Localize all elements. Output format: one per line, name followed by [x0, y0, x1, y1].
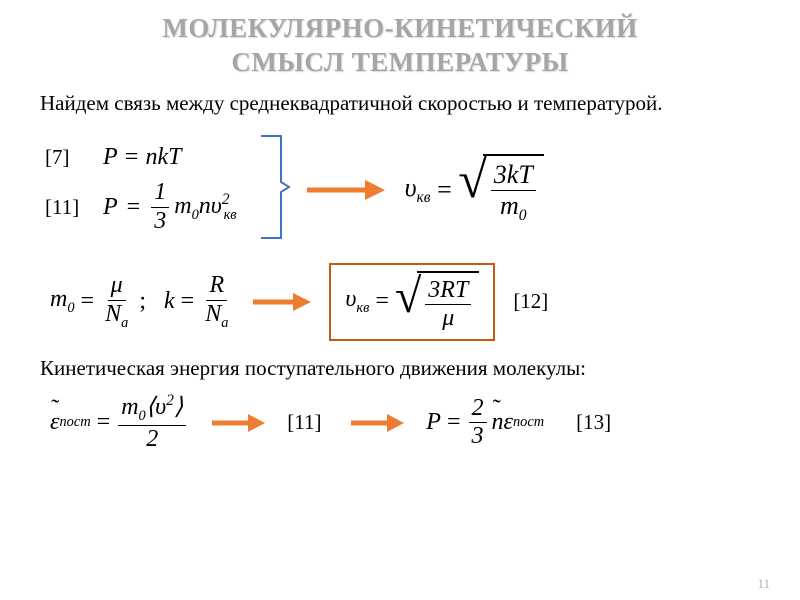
m0-mu-relation: m0 = μ Na ; [50, 272, 146, 331]
eq-number-11: [11] [45, 195, 85, 220]
k-R-relation: k = R Na [164, 272, 233, 331]
eq11-formula: P = 1 3 m0nυ2кв [103, 179, 237, 235]
eq7-formula: P = nkT [103, 144, 181, 171]
slide-container: МОЛЕКУЛЯРНО-КИНЕТИЧЕСКИЙ СМЫСЛ ТЕМПЕРАТУ… [0, 0, 800, 465]
derivation-row-1: [7] P = nkT [11] P = 1 3 m0nυ2кв [30, 125, 770, 255]
ref-eq-11: [11] [287, 410, 327, 435]
slide-title: МОЛЕКУЛЯРНО-КИНЕТИЧЕСКИЙ СМЫСЛ ТЕМПЕРАТУ… [30, 12, 770, 80]
arrow-right-icon [251, 290, 311, 314]
title-line-1: МОЛЕКУЛЯРНО-КИНЕТИЧЕСКИЙ [162, 13, 637, 43]
eq-number-13: [13] [576, 410, 616, 435]
brace-icon [257, 132, 291, 247]
paragraph-1: Найдем связь между среднеквадратичной ск… [40, 90, 770, 117]
arrow-right-icon [210, 411, 265, 435]
paragraph-2: Кинетическая энергия поступательного дви… [40, 355, 770, 382]
eq-number-12: [12] [513, 289, 553, 314]
arrow-right-icon [305, 177, 385, 203]
page-number: 11 [757, 576, 770, 592]
sqrt-1: √ 3kT m0 [458, 154, 544, 225]
sqrt-2: √ 3RT μ [395, 271, 479, 333]
pressure-epsilon-relation: P = 2 3 nεпост [426, 395, 544, 451]
arrow-right-icon [349, 411, 404, 435]
left-equation-stack: [7] P = nkT [11] P = 1 3 m0nυ2кв [45, 144, 237, 235]
derivation-row-3: εпост = m0⟨υ2⟩ 2 [11] P = 2 3 nεпост [50, 392, 770, 453]
derivation-row-2: m0 = μ Na ; k = R Na υкв = [50, 263, 770, 341]
title-line-2: СМЫСЛ ТЕМПЕРАТУРЫ [231, 47, 568, 77]
epsilon-definition: εпост = m0⟨υ2⟩ 2 [50, 392, 188, 453]
equation-11: [11] P = 1 3 m0nυ2кв [45, 179, 237, 235]
equation-7: [7] P = nkT [45, 144, 237, 171]
one-third: 1 3 [151, 179, 169, 235]
eq-number-7: [7] [45, 145, 85, 170]
boxed-result: υкв = √ 3RT μ [329, 263, 495, 341]
result-vkv-1: υкв = √ 3kT m0 [405, 154, 544, 225]
